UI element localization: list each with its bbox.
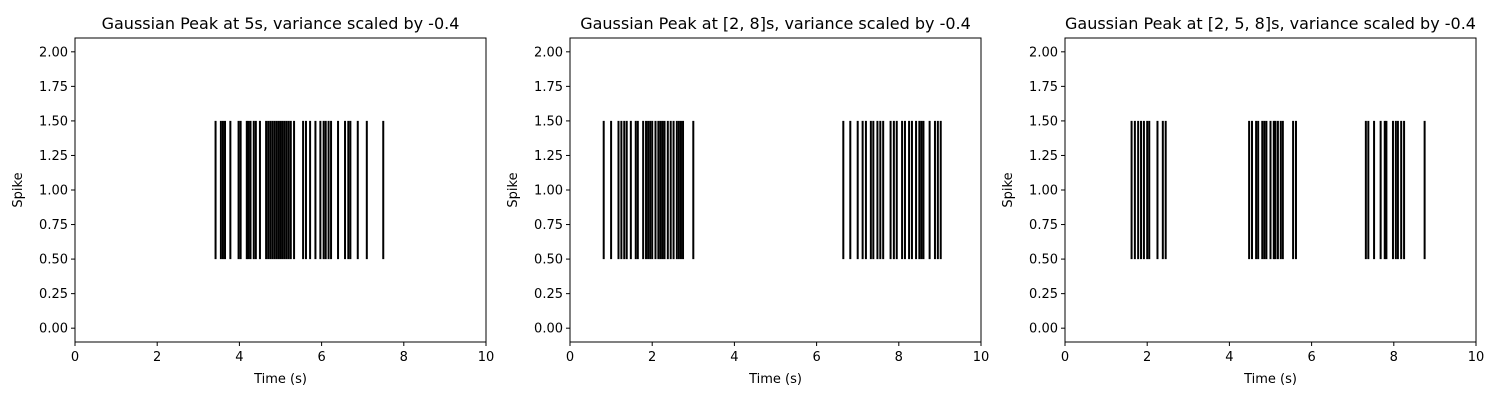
y-tick-label: 0.00 — [534, 322, 563, 337]
y-tick-label: 1.00 — [1029, 184, 1058, 199]
x-tick-label: 8 — [1390, 350, 1398, 365]
x-tick-label: 2 — [153, 350, 161, 365]
x-tick-label: 10 — [1468, 350, 1485, 365]
y-tick-label: 1.00 — [39, 184, 68, 199]
x-tick-label: 0 — [71, 350, 79, 365]
x-tick-label: 2 — [648, 350, 656, 365]
y-tick-label: 0.50 — [39, 253, 68, 268]
y-tick-label: 2.00 — [534, 45, 563, 60]
y-tick-label: 1.25 — [1029, 149, 1058, 164]
x-tick-label: 4 — [1225, 350, 1233, 365]
y-tick-label: 1.50 — [1029, 114, 1058, 129]
x-tick-label: 6 — [1307, 350, 1315, 365]
y-tick-label: 0.50 — [1029, 253, 1058, 268]
x-axis-label: Time (s) — [1243, 372, 1297, 387]
y-tick-label: 0.25 — [39, 287, 68, 302]
y-tick-label: 0.25 — [1029, 287, 1058, 302]
y-tick-label: 1.75 — [1029, 80, 1058, 95]
x-tick-label: 6 — [812, 350, 820, 365]
y-tick-label: 1.50 — [534, 114, 563, 129]
chart-title: Gaussian Peak at [2, 8]s, variance scale… — [580, 14, 971, 33]
y-tick-label: 0.75 — [534, 218, 563, 233]
x-tick-label: 2 — [1143, 350, 1151, 365]
x-tick-label: 6 — [317, 350, 325, 365]
y-tick-label: 1.25 — [534, 149, 563, 164]
x-tick-label: 4 — [235, 350, 243, 365]
x-tick-label: 10 — [478, 350, 495, 365]
y-tick-label: 1.75 — [39, 80, 68, 95]
y-tick-label: 0.75 — [1029, 218, 1058, 233]
y-tick-label: 1.50 — [39, 114, 68, 129]
subplot-1: 0 2 4 6 8 10 0.00 0.25 0.50 0.75 1.00 1.25 1.50 1.75 2… — [11, 14, 494, 387]
x-tick-label: 8 — [895, 350, 903, 365]
y-tick-label: 0.25 — [534, 287, 563, 302]
y-axis-label: Spike — [1001, 172, 1016, 207]
y-tick-label: 0.00 — [1029, 322, 1058, 337]
x-tick-label: 8 — [400, 350, 408, 365]
y-tick-label: 2.00 — [39, 45, 68, 60]
chart-title: Gaussian Peak at 5s, variance scaled by … — [102, 14, 460, 33]
x-tick-label: 0 — [566, 350, 574, 365]
chart-title: Gaussian Peak at [2, 5, 8]s, variance sc… — [1065, 14, 1476, 33]
subplot-3: 0 2 4 6 8 10 0.00 0.25 0.50 0.75 1.00 1.25 1.50 1.75 2… — [1001, 14, 1484, 387]
y-axis-label: Spike — [506, 172, 521, 207]
x-tick-label: 0 — [1061, 350, 1069, 365]
y-tick-label: 0.50 — [534, 253, 563, 268]
x-axis-label: Time (s) — [748, 372, 802, 387]
subplot-2: 0 2 4 6 8 10 0.00 0.25 0.50 0.75 1.00 1.25 1.50 1.75 2… — [506, 14, 989, 387]
y-tick-label: 0.00 — [39, 322, 68, 337]
y-tick-label: 1.00 — [534, 184, 563, 199]
y-tick-label: 2.00 — [1029, 45, 1058, 60]
y-tick-label: 0.75 — [39, 218, 68, 233]
y-axis-label: Spike — [11, 172, 26, 207]
x-tick-label: 10 — [973, 350, 990, 365]
x-axis-label: Time (s) — [253, 372, 307, 387]
y-tick-label: 1.75 — [534, 80, 563, 95]
y-tick-label: 1.25 — [39, 149, 68, 164]
x-tick-label: 4 — [730, 350, 738, 365]
